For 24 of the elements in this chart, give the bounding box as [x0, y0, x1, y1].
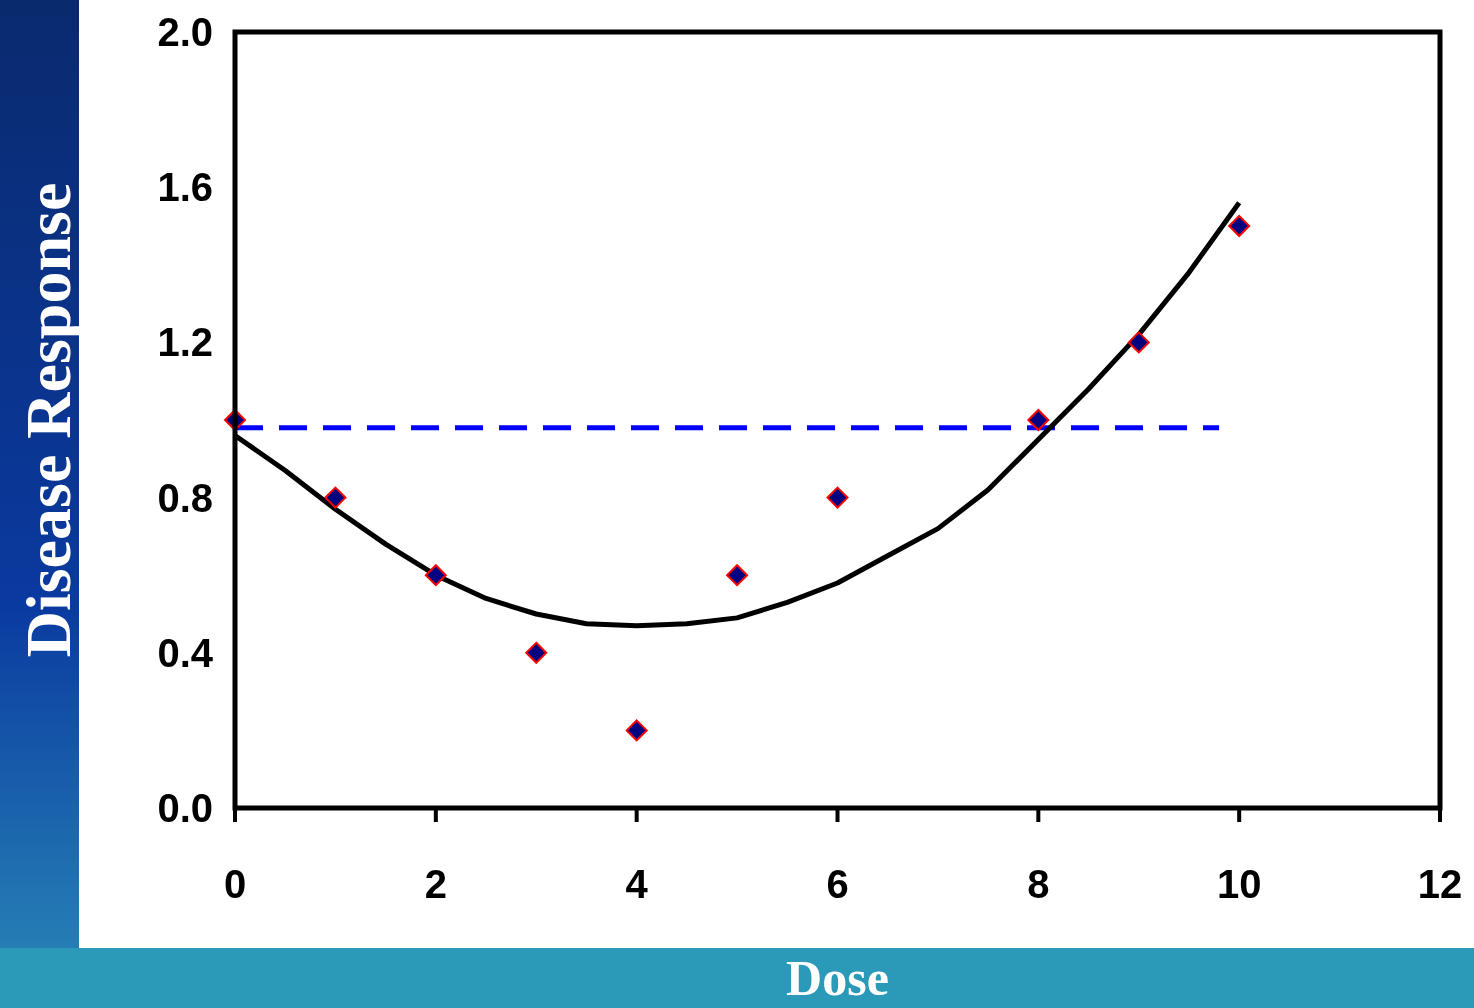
point — [826, 486, 849, 509]
x-axis-title: Dose — [786, 950, 889, 1006]
y-tick-label: 2.0 — [157, 10, 213, 54]
x-tick-label: 4 — [625, 862, 649, 906]
point — [525, 641, 548, 664]
point — [424, 564, 447, 587]
y-tick-label: 0.8 — [157, 475, 213, 520]
point — [1127, 331, 1150, 354]
y-tick-label: 1.2 — [157, 320, 213, 365]
y-tick-label: 0.4 — [157, 630, 214, 675]
y-tick-label: 0.0 — [157, 786, 213, 830]
point — [625, 719, 648, 742]
point — [726, 564, 749, 587]
x-tick-label: 12 — [1417, 862, 1463, 906]
x-tick-label: 6 — [826, 862, 849, 906]
point — [1027, 409, 1050, 431]
x-tick-label: 0 — [223, 862, 247, 906]
x-tick-label: 10 — [1216, 862, 1262, 906]
x-tick-label: 2 — [424, 862, 447, 906]
y-axis-title: Disease Response — [13, 182, 84, 658]
point — [324, 486, 347, 509]
y-tick-label: 1.6 — [157, 165, 213, 210]
x-tick-label: 8 — [1027, 862, 1050, 906]
point — [1228, 215, 1251, 237]
